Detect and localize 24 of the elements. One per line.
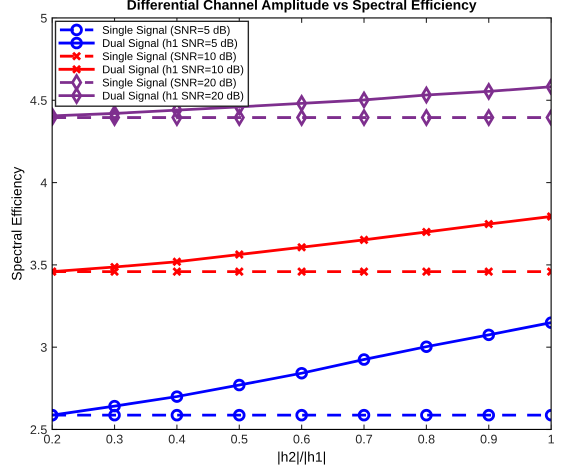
- legend-label: Dual Signal (h1 SNR=10 dB): [103, 65, 244, 76]
- legend-label: Dual Signal (h1 SNR=5 dB): [103, 38, 238, 50]
- y-tick-label: 4: [40, 178, 47, 188]
- chart-title: Differential Channel Amplitude vs Spectral Efficiency: [128, 0, 477, 13]
- x-axis-title: |h2|/|h1|: [278, 452, 325, 465]
- x-tick-label: 1: [548, 434, 554, 444]
- x-tick-label: 0.4: [168, 434, 186, 444]
- legend-label: Single Signal (SNR=5 dB): [102, 26, 230, 36]
- x-tick-label: 0.8: [418, 434, 435, 444]
- legend-label: Dual Signal (h1 SNR=20 dB): [103, 91, 244, 102]
- x-tick-label: 0.7: [356, 434, 372, 444]
- x-tick-label: 0.2: [44, 434, 60, 444]
- x-tick-label: 0.5: [231, 434, 248, 444]
- legend-label: Single Signal (SNR=10 dB): [102, 52, 236, 62]
- y-tick-label: 2.5: [30, 425, 47, 434]
- y-tick-label: 4.5: [30, 96, 47, 105]
- x-tick-label: 0.9: [480, 434, 497, 444]
- x-tick-label: 0.3: [106, 434, 123, 444]
- y-axis-title: Spectral Efficiency: [11, 166, 24, 280]
- x-tick-label: 0.6: [293, 434, 310, 444]
- y-tick-label: 3.5: [30, 260, 47, 270]
- legend-label: Single Signal (SNR=20 dB): [102, 78, 236, 89]
- y-tick-label: 5: [40, 14, 47, 23]
- y-tick-label: 3: [40, 342, 47, 352]
